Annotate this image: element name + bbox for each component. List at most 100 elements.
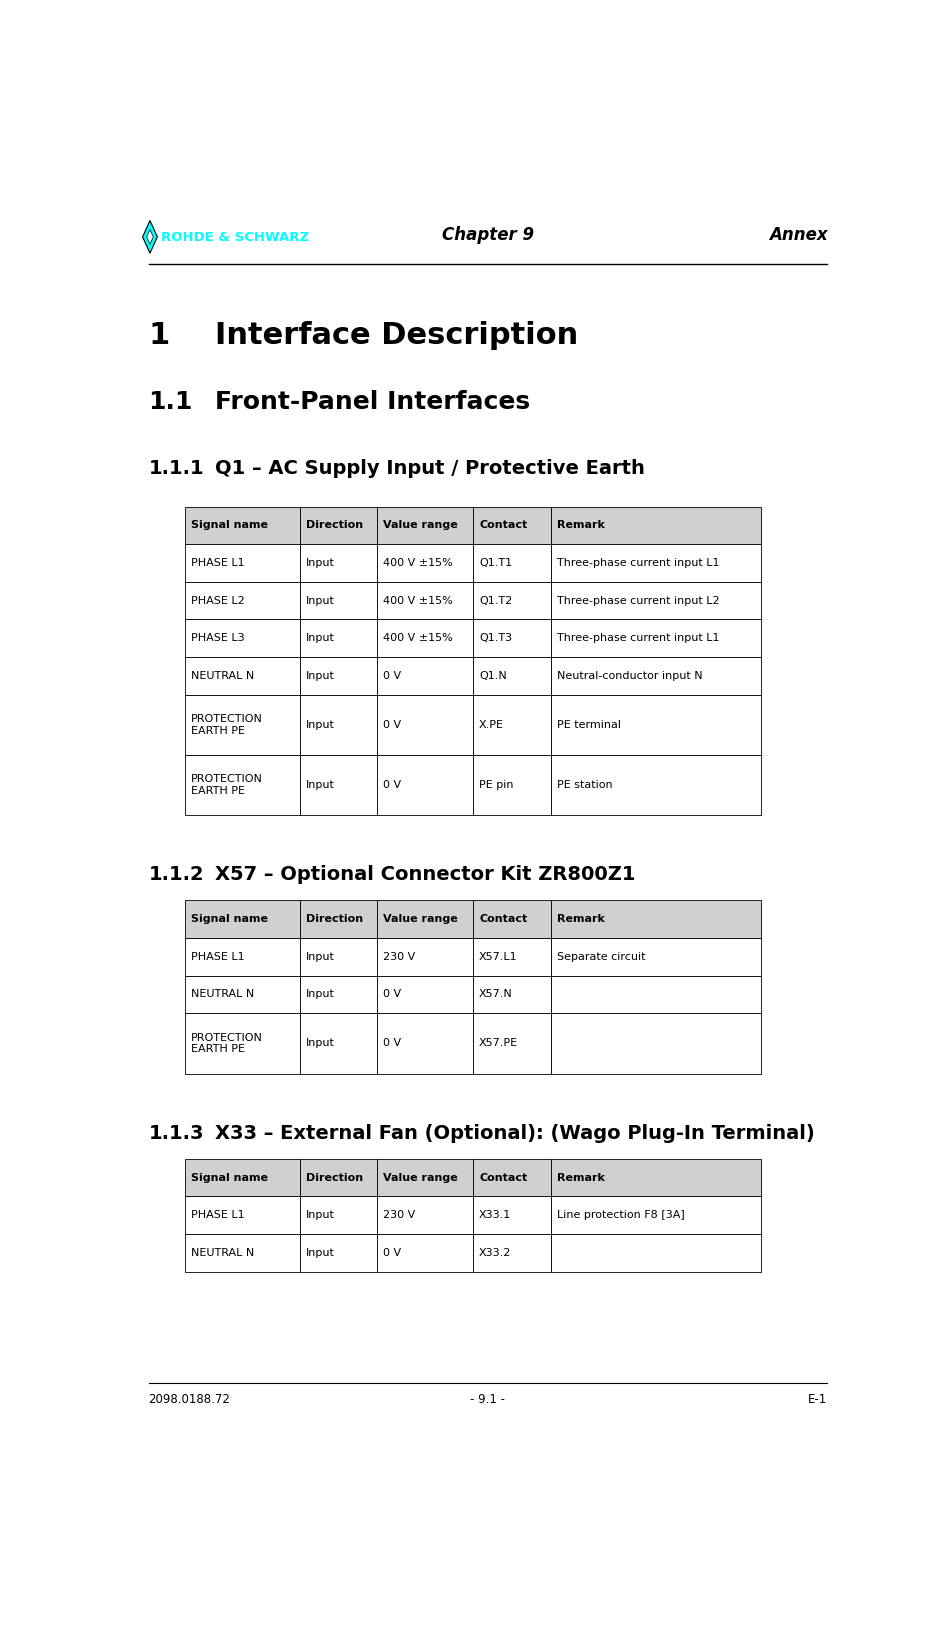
Bar [473,1158,550,1196]
Bar [300,694,377,754]
Text: Q1.T1: Q1.T1 [479,559,512,569]
Text: 0 V: 0 V [383,720,401,730]
Text: X33.1: X33.1 [479,1210,511,1220]
Bar [377,582,473,619]
Bar [473,619,550,656]
Text: PE terminal: PE terminal [557,720,621,730]
Text: Value range: Value range [383,914,458,924]
Bar [473,901,550,938]
Text: 2098.0188.72: 2098.0188.72 [149,1393,230,1406]
Text: Direction: Direction [306,520,363,531]
Text: 400 V ±15%: 400 V ±15% [383,596,453,606]
Bar [473,1235,550,1272]
Text: PE station: PE station [557,780,612,790]
Text: PHASE L2: PHASE L2 [191,596,245,606]
Text: 230 V: 230 V [383,1210,415,1220]
Text: Q1.T3: Q1.T3 [479,634,512,643]
Text: Input: Input [306,1210,334,1220]
Text: 1.1.1: 1.1.1 [149,459,204,477]
Text: Chapter 9: Chapter 9 [442,226,534,244]
Polygon shape [147,230,153,244]
Text: Remark: Remark [557,1173,605,1183]
Bar [186,656,300,694]
Bar [300,901,377,938]
Text: Separate circuit: Separate circuit [557,951,645,961]
Text: 0 V: 0 V [383,671,401,681]
Bar [186,619,300,656]
Text: Input: Input [306,596,334,606]
Bar [473,1013,550,1074]
Text: Input: Input [306,671,334,681]
Bar [550,507,761,544]
Bar [473,582,550,619]
Text: 0 V: 0 V [383,780,401,790]
Bar [550,656,761,694]
Bar [550,938,761,976]
Text: Three-phase current input L1: Three-phase current input L1 [557,634,719,643]
Bar [300,656,377,694]
Text: Input: Input [306,720,334,730]
Text: 0 V: 0 V [383,989,401,1000]
Text: X33.2: X33.2 [479,1248,511,1258]
Bar [550,1235,761,1272]
Text: Signal name: Signal name [191,1173,268,1183]
Text: Q1 – AC Supply Input / Protective Earth: Q1 – AC Supply Input / Protective Earth [215,459,645,477]
Text: Direction: Direction [306,914,363,924]
Bar [473,938,550,976]
Text: PHASE L1: PHASE L1 [191,559,245,569]
Text: 1.1.2: 1.1.2 [149,865,204,885]
Text: Annex: Annex [768,226,827,244]
Text: NEUTRAL N: NEUTRAL N [191,989,254,1000]
Text: Signal name: Signal name [191,520,268,531]
Text: 1.1.3: 1.1.3 [149,1124,204,1142]
Text: Input: Input [306,559,334,569]
Bar [377,1013,473,1074]
Text: Line protection F8 [3A]: Line protection F8 [3A] [557,1210,684,1220]
Text: X57.PE: X57.PE [479,1038,518,1049]
Text: E-1: E-1 [808,1393,827,1406]
Bar [550,582,761,619]
Bar [300,544,377,582]
Bar [473,656,550,694]
Bar [186,901,300,938]
Text: PHASE L1: PHASE L1 [191,951,245,961]
Text: Input: Input [306,989,334,1000]
Text: NEUTRAL N: NEUTRAL N [191,671,254,681]
Text: Q1.T2: Q1.T2 [479,596,512,606]
Bar [377,901,473,938]
Text: Contact: Contact [479,1173,527,1183]
Text: 1: 1 [149,321,169,350]
Bar [186,507,300,544]
Bar [377,1196,473,1235]
Bar [300,1196,377,1235]
Text: Neutral-conductor input N: Neutral-conductor input N [557,671,703,681]
Text: PROTECTION
EARTH PE: PROTECTION EARTH PE [191,774,263,797]
Bar [473,694,550,754]
Bar [377,656,473,694]
Bar [300,976,377,1013]
Bar [300,507,377,544]
Bar [550,1196,761,1235]
Bar [186,1158,300,1196]
Text: 230 V: 230 V [383,951,415,961]
Bar [473,976,550,1013]
Text: PHASE L1: PHASE L1 [191,1210,245,1220]
Text: 400 V ±15%: 400 V ±15% [383,634,453,643]
Bar [300,1235,377,1272]
Text: PROTECTION
EARTH PE: PROTECTION EARTH PE [191,714,263,736]
Bar [300,619,377,656]
Text: Input: Input [306,634,334,643]
Bar [550,901,761,938]
Text: - 9.1 -: - 9.1 - [470,1393,506,1406]
Text: PHASE L3: PHASE L3 [191,634,245,643]
Bar [300,938,377,976]
Text: PE pin: PE pin [479,780,513,790]
Bar [377,544,473,582]
Text: Interface Description: Interface Description [215,321,578,350]
Text: Three-phase current input L2: Three-phase current input L2 [557,596,719,606]
Text: X33 – External Fan (Optional): (Wago Plug-In Terminal): X33 – External Fan (Optional): (Wago Plu… [215,1124,815,1142]
Bar [300,754,377,814]
Text: X57 – Optional Connector Kit ZR800Z1: X57 – Optional Connector Kit ZR800Z1 [215,865,635,885]
Bar [186,1196,300,1235]
Bar [186,938,300,976]
